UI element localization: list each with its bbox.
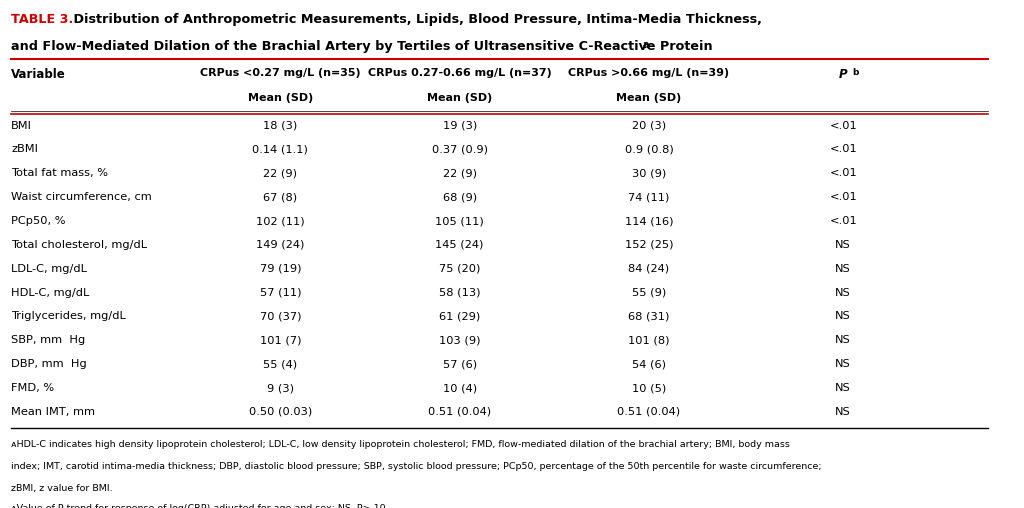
Text: PCp50, %: PCp50, % xyxy=(11,216,66,226)
Text: NS: NS xyxy=(836,335,851,345)
Text: DBP, mm  Hg: DBP, mm Hg xyxy=(11,359,87,369)
Text: 79 (19): 79 (19) xyxy=(260,264,301,274)
Text: 55 (9): 55 (9) xyxy=(632,288,666,298)
Text: 103 (9): 103 (9) xyxy=(439,335,480,345)
Text: 18 (3): 18 (3) xyxy=(263,120,297,131)
Text: 152 (25): 152 (25) xyxy=(625,240,673,250)
Text: 114 (16): 114 (16) xyxy=(625,216,673,226)
Text: Mean (SD): Mean (SD) xyxy=(616,93,682,103)
Text: LDL-C, mg/dL: LDL-C, mg/dL xyxy=(11,264,87,274)
Text: 19 (3): 19 (3) xyxy=(442,120,477,131)
Text: 74 (11): 74 (11) xyxy=(629,192,670,202)
Text: Triglycerides, mg/dL: Triglycerides, mg/dL xyxy=(11,311,126,322)
Text: a: a xyxy=(643,40,649,50)
Text: <.01: <.01 xyxy=(829,144,857,154)
Text: 22 (9): 22 (9) xyxy=(442,168,476,178)
Text: and Flow-Mediated Dilation of the Brachial Artery by Tertiles of Ultrasensitive : and Flow-Mediated Dilation of the Brachi… xyxy=(11,40,713,53)
Text: ᴀValue of P trend for response of log(CRP) adjusted for age and sex; NS, P>.10.: ᴀValue of P trend for response of log(CR… xyxy=(11,504,389,508)
Text: 57 (11): 57 (11) xyxy=(260,288,301,298)
Text: 68 (31): 68 (31) xyxy=(629,311,670,322)
Text: 10 (5): 10 (5) xyxy=(632,383,666,393)
Text: NS: NS xyxy=(836,311,851,322)
Text: index; IMT, carotid intima-media thickness; DBP, diastolic blood pressure; SBP, : index; IMT, carotid intima-media thickne… xyxy=(11,462,822,471)
Text: 0.51 (0.04): 0.51 (0.04) xyxy=(428,407,492,417)
Text: Waist circumference, cm: Waist circumference, cm xyxy=(11,192,153,202)
Text: 0.37 (0.9): 0.37 (0.9) xyxy=(432,144,487,154)
Text: NS: NS xyxy=(836,240,851,250)
Text: Variable: Variable xyxy=(11,68,67,81)
Text: 84 (24): 84 (24) xyxy=(629,264,670,274)
Text: 70 (37): 70 (37) xyxy=(260,311,301,322)
Text: NS: NS xyxy=(836,383,851,393)
Text: 10 (4): 10 (4) xyxy=(442,383,477,393)
Text: 102 (11): 102 (11) xyxy=(256,216,305,226)
Text: 0.51 (0.04): 0.51 (0.04) xyxy=(617,407,681,417)
Text: Mean (SD): Mean (SD) xyxy=(248,93,313,103)
Text: SBP, mm  Hg: SBP, mm Hg xyxy=(11,335,86,345)
Text: 101 (8): 101 (8) xyxy=(628,335,670,345)
Text: zBMI, z value for BMI.: zBMI, z value for BMI. xyxy=(11,484,113,493)
Text: CRPus <0.27 mg/L (n=35): CRPus <0.27 mg/L (n=35) xyxy=(200,68,360,78)
Text: 0.9 (0.8): 0.9 (0.8) xyxy=(625,144,674,154)
Text: 58 (13): 58 (13) xyxy=(439,288,480,298)
Text: <.01: <.01 xyxy=(829,120,857,131)
Text: Total cholesterol, mg/dL: Total cholesterol, mg/dL xyxy=(11,240,147,250)
Text: 68 (9): 68 (9) xyxy=(442,192,477,202)
Text: NS: NS xyxy=(836,359,851,369)
Text: 20 (3): 20 (3) xyxy=(632,120,666,131)
Text: 101 (7): 101 (7) xyxy=(260,335,301,345)
Text: 54 (6): 54 (6) xyxy=(632,359,666,369)
Text: ᴀHDL-C indicates high density lipoprotein cholesterol; LDL-C, low density lipopr: ᴀHDL-C indicates high density lipoprotei… xyxy=(11,440,791,449)
Text: FMD, %: FMD, % xyxy=(11,383,54,393)
Text: NS: NS xyxy=(836,407,851,417)
Text: 75 (20): 75 (20) xyxy=(439,264,480,274)
Text: NS: NS xyxy=(836,288,851,298)
Text: BMI: BMI xyxy=(11,120,33,131)
Text: TABLE 3.: TABLE 3. xyxy=(11,13,74,26)
Text: 57 (6): 57 (6) xyxy=(442,359,477,369)
Text: 22 (9): 22 (9) xyxy=(263,168,297,178)
Text: <.01: <.01 xyxy=(829,168,857,178)
Text: 9 (3): 9 (3) xyxy=(267,383,294,393)
Text: 0.50 (0.03): 0.50 (0.03) xyxy=(249,407,312,417)
Text: 145 (24): 145 (24) xyxy=(435,240,484,250)
Text: <.01: <.01 xyxy=(829,192,857,202)
Text: <.01: <.01 xyxy=(829,216,857,226)
Text: HDL-C, mg/dL: HDL-C, mg/dL xyxy=(11,288,90,298)
Text: NS: NS xyxy=(836,264,851,274)
Text: P: P xyxy=(839,68,848,81)
Text: Distribution of Anthropometric Measurements, Lipids, Blood Pressure, Intima-Medi: Distribution of Anthropometric Measureme… xyxy=(70,13,762,26)
Text: 55 (4): 55 (4) xyxy=(263,359,297,369)
Text: 105 (11): 105 (11) xyxy=(435,216,484,226)
Text: Mean (SD): Mean (SD) xyxy=(427,93,493,103)
Text: 149 (24): 149 (24) xyxy=(256,240,304,250)
Text: 67 (8): 67 (8) xyxy=(263,192,297,202)
Text: CRPus 0.27-0.66 mg/L (n=37): CRPus 0.27-0.66 mg/L (n=37) xyxy=(368,68,552,78)
Text: b: b xyxy=(852,68,858,77)
Text: 61 (29): 61 (29) xyxy=(439,311,480,322)
Text: Total fat mass, %: Total fat mass, % xyxy=(11,168,109,178)
Text: CRPus >0.66 mg/L (n=39): CRPus >0.66 mg/L (n=39) xyxy=(568,68,729,78)
Text: 0.14 (1.1): 0.14 (1.1) xyxy=(252,144,308,154)
Text: Mean IMT, mm: Mean IMT, mm xyxy=(11,407,95,417)
Text: zBMI: zBMI xyxy=(11,144,38,154)
Text: 30 (9): 30 (9) xyxy=(632,168,666,178)
